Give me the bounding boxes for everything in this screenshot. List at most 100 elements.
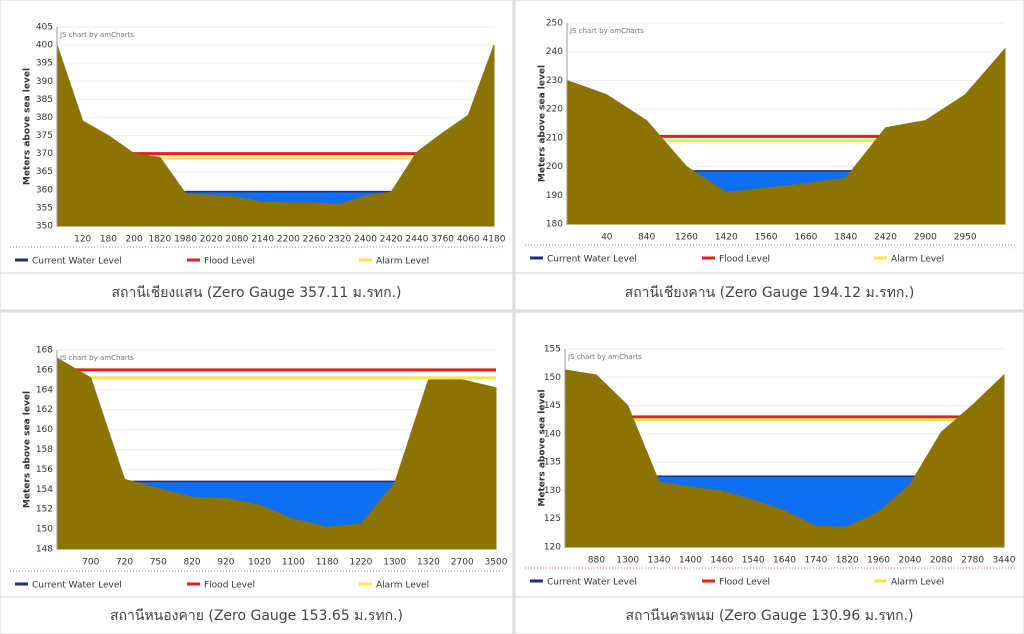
x-tick-label: 2950 (954, 233, 977, 243)
chart-credit: JS chart by amCharts (59, 31, 134, 39)
x-tick-label: 1560 (755, 233, 778, 243)
y-axis-label: Meters above sea level (23, 391, 33, 508)
x-tick-label: 1100 (282, 558, 305, 568)
x-tick-label: 1980 (174, 235, 197, 245)
y-tick-label: 210 (546, 133, 563, 143)
x-tick-label: 3440 (993, 556, 1016, 566)
y-tick-label: 190 (546, 191, 563, 201)
y-tick-label: 240 (546, 47, 563, 57)
ground-area (56, 357, 497, 550)
chart-panel: 180 190 200 210 220 230 240 250 40 840 1260 1420 156… (514, 0, 1024, 311)
chart-panel: 350 355 360 365 370 375 380 385 390 395 400 405 120 1… (0, 0, 514, 311)
chart-caption: สถานีเชียงแสน (Zero Gauge 357.11 ม.รทก.) (111, 285, 401, 301)
x-tick-label: 1840 (834, 233, 857, 243)
x-tick-label: 1460 (710, 556, 733, 566)
y-tick-label: 168 (36, 346, 53, 356)
x-tick-label: 720 (116, 558, 133, 568)
x-tick-label: 180 (100, 235, 117, 245)
x-tick-label: 840 (638, 233, 655, 243)
y-tick-label: 365 (36, 167, 53, 177)
x-tick-label: 40 (601, 233, 613, 243)
y-tick-label: 130 (544, 486, 561, 496)
x-tick-label: 2020 (200, 235, 223, 245)
x-tick-label: 2900 (914, 233, 937, 243)
ground-area (56, 44, 495, 227)
y-axis-label: Meters above sea level (538, 389, 548, 506)
x-tick-label: 1300 (616, 556, 639, 566)
x-tick-label: 3760 (431, 235, 454, 245)
legend-label: Flood Level (719, 255, 770, 265)
chart-credit: JS chart by amCharts (567, 353, 642, 361)
legend-label: Current Water Level (547, 578, 637, 588)
x-tick-label: 880 (588, 556, 605, 566)
y-tick-label: 156 (36, 465, 53, 475)
y-tick-label: 360 (36, 185, 53, 195)
y-tick-label: 405 (36, 23, 53, 33)
x-tick-label: 1300 (383, 558, 406, 568)
y-tick-label: 164 (36, 385, 53, 395)
y-tick-label: 150 (36, 525, 53, 535)
y-axis-label: Meters above sea level (538, 65, 548, 182)
y-tick-label: 380 (36, 113, 53, 123)
x-tick-label: 2420 (380, 235, 403, 245)
x-tick-label: 1640 (773, 556, 796, 566)
chart-credit: JS chart by amCharts (569, 27, 644, 35)
x-tick-label: 1820 (836, 556, 859, 566)
y-tick-label: 350 (36, 222, 53, 232)
y-tick-label: 370 (36, 149, 53, 159)
y-tick-label: 180 (546, 220, 563, 230)
legend-label: Alarm Level (376, 257, 429, 267)
y-tick-label: 200 (546, 162, 563, 172)
y-tick-label: 230 (546, 76, 563, 86)
x-tick-label: 1020 (248, 558, 271, 568)
y-axis-label: Meters above sea level (23, 68, 33, 185)
x-tick-label: 3500 (485, 558, 508, 568)
legend-label: Current Water Level (32, 257, 122, 267)
x-tick-label: 920 (217, 558, 234, 568)
ground-area (566, 47, 1006, 225)
chart-caption: สถานีหนองคาย (Zero Gauge 153.65 ม.รทก.) (110, 608, 403, 624)
y-tick-label: 166 (36, 365, 53, 375)
y-tick-label: 152 (36, 505, 53, 515)
x-tick-label: 2080 (225, 235, 248, 245)
x-tick-label: 1420 (715, 233, 738, 243)
chart-panel: 120 125 130 135 140 145 150 155 880 1300 1340 1400 1… (514, 311, 1024, 634)
y-tick-label: 160 (36, 425, 53, 435)
x-tick-label: 120 (74, 235, 91, 245)
x-tick-label: 2140 (251, 235, 274, 245)
y-tick-label: 385 (36, 95, 53, 105)
chart-caption: สถานีเชียงคาน (Zero Gauge 194.12 ม.รทก.) (625, 285, 915, 301)
y-tick-label: 145 (544, 401, 561, 411)
x-tick-label: 1960 (867, 556, 890, 566)
legend-label: Alarm Level (891, 255, 944, 265)
y-tick-label: 125 (544, 514, 561, 524)
y-tick-label: 140 (544, 429, 561, 439)
y-tick-label: 250 (546, 19, 563, 29)
y-tick-label: 120 (544, 543, 561, 553)
ground-area (564, 369, 1005, 548)
y-tick-label: 400 (36, 41, 53, 51)
x-tick-label: 1220 (349, 558, 372, 568)
x-tick-label: 1400 (679, 556, 702, 566)
x-tick-label: 2200 (277, 235, 300, 245)
x-tick-label: 2440 (405, 235, 428, 245)
legend-label: Current Water Level (32, 581, 122, 591)
chart-panel: 148 150 152 154 156 158 160 162 164 166 168 700 720 7… (0, 311, 514, 634)
x-tick-label: 2260 (303, 235, 326, 245)
x-tick-label: 700 (82, 558, 99, 568)
y-tick-label: 148 (36, 545, 53, 555)
x-tick-label: 820 (183, 558, 200, 568)
x-tick-label: 1260 (675, 233, 698, 243)
legend-label: Alarm Level (891, 578, 944, 588)
y-tick-label: 150 (544, 373, 561, 383)
x-tick-label: 4060 (457, 235, 480, 245)
y-tick-label: 220 (546, 105, 563, 115)
legend-label: Flood Level (204, 581, 255, 591)
x-tick-label: 1180 (316, 558, 339, 568)
y-tick-label: 154 (36, 485, 53, 495)
x-tick-label: 2080 (930, 556, 953, 566)
legend-label: Alarm Level (376, 581, 429, 591)
y-tick-label: 395 (36, 59, 53, 69)
